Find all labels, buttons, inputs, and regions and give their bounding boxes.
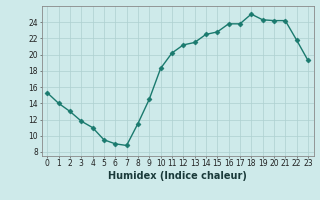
X-axis label: Humidex (Indice chaleur): Humidex (Indice chaleur) <box>108 171 247 181</box>
